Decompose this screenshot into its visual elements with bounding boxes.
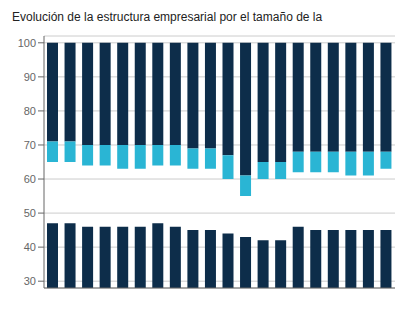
svg-text:70: 70 [24,139,36,151]
svg-text:80: 80 [24,105,36,117]
svg-text:60: 60 [24,173,36,185]
svg-text:30: 30 [24,275,36,287]
svg-text:100: 100 [18,37,36,49]
svg-text:90: 90 [24,71,36,83]
svg-text:40: 40 [24,241,36,253]
svg-text:50: 50 [24,207,36,219]
html-text:Evolución de la estructura emp: Evolución de la estructura empresarial p… [12,10,323,24]
